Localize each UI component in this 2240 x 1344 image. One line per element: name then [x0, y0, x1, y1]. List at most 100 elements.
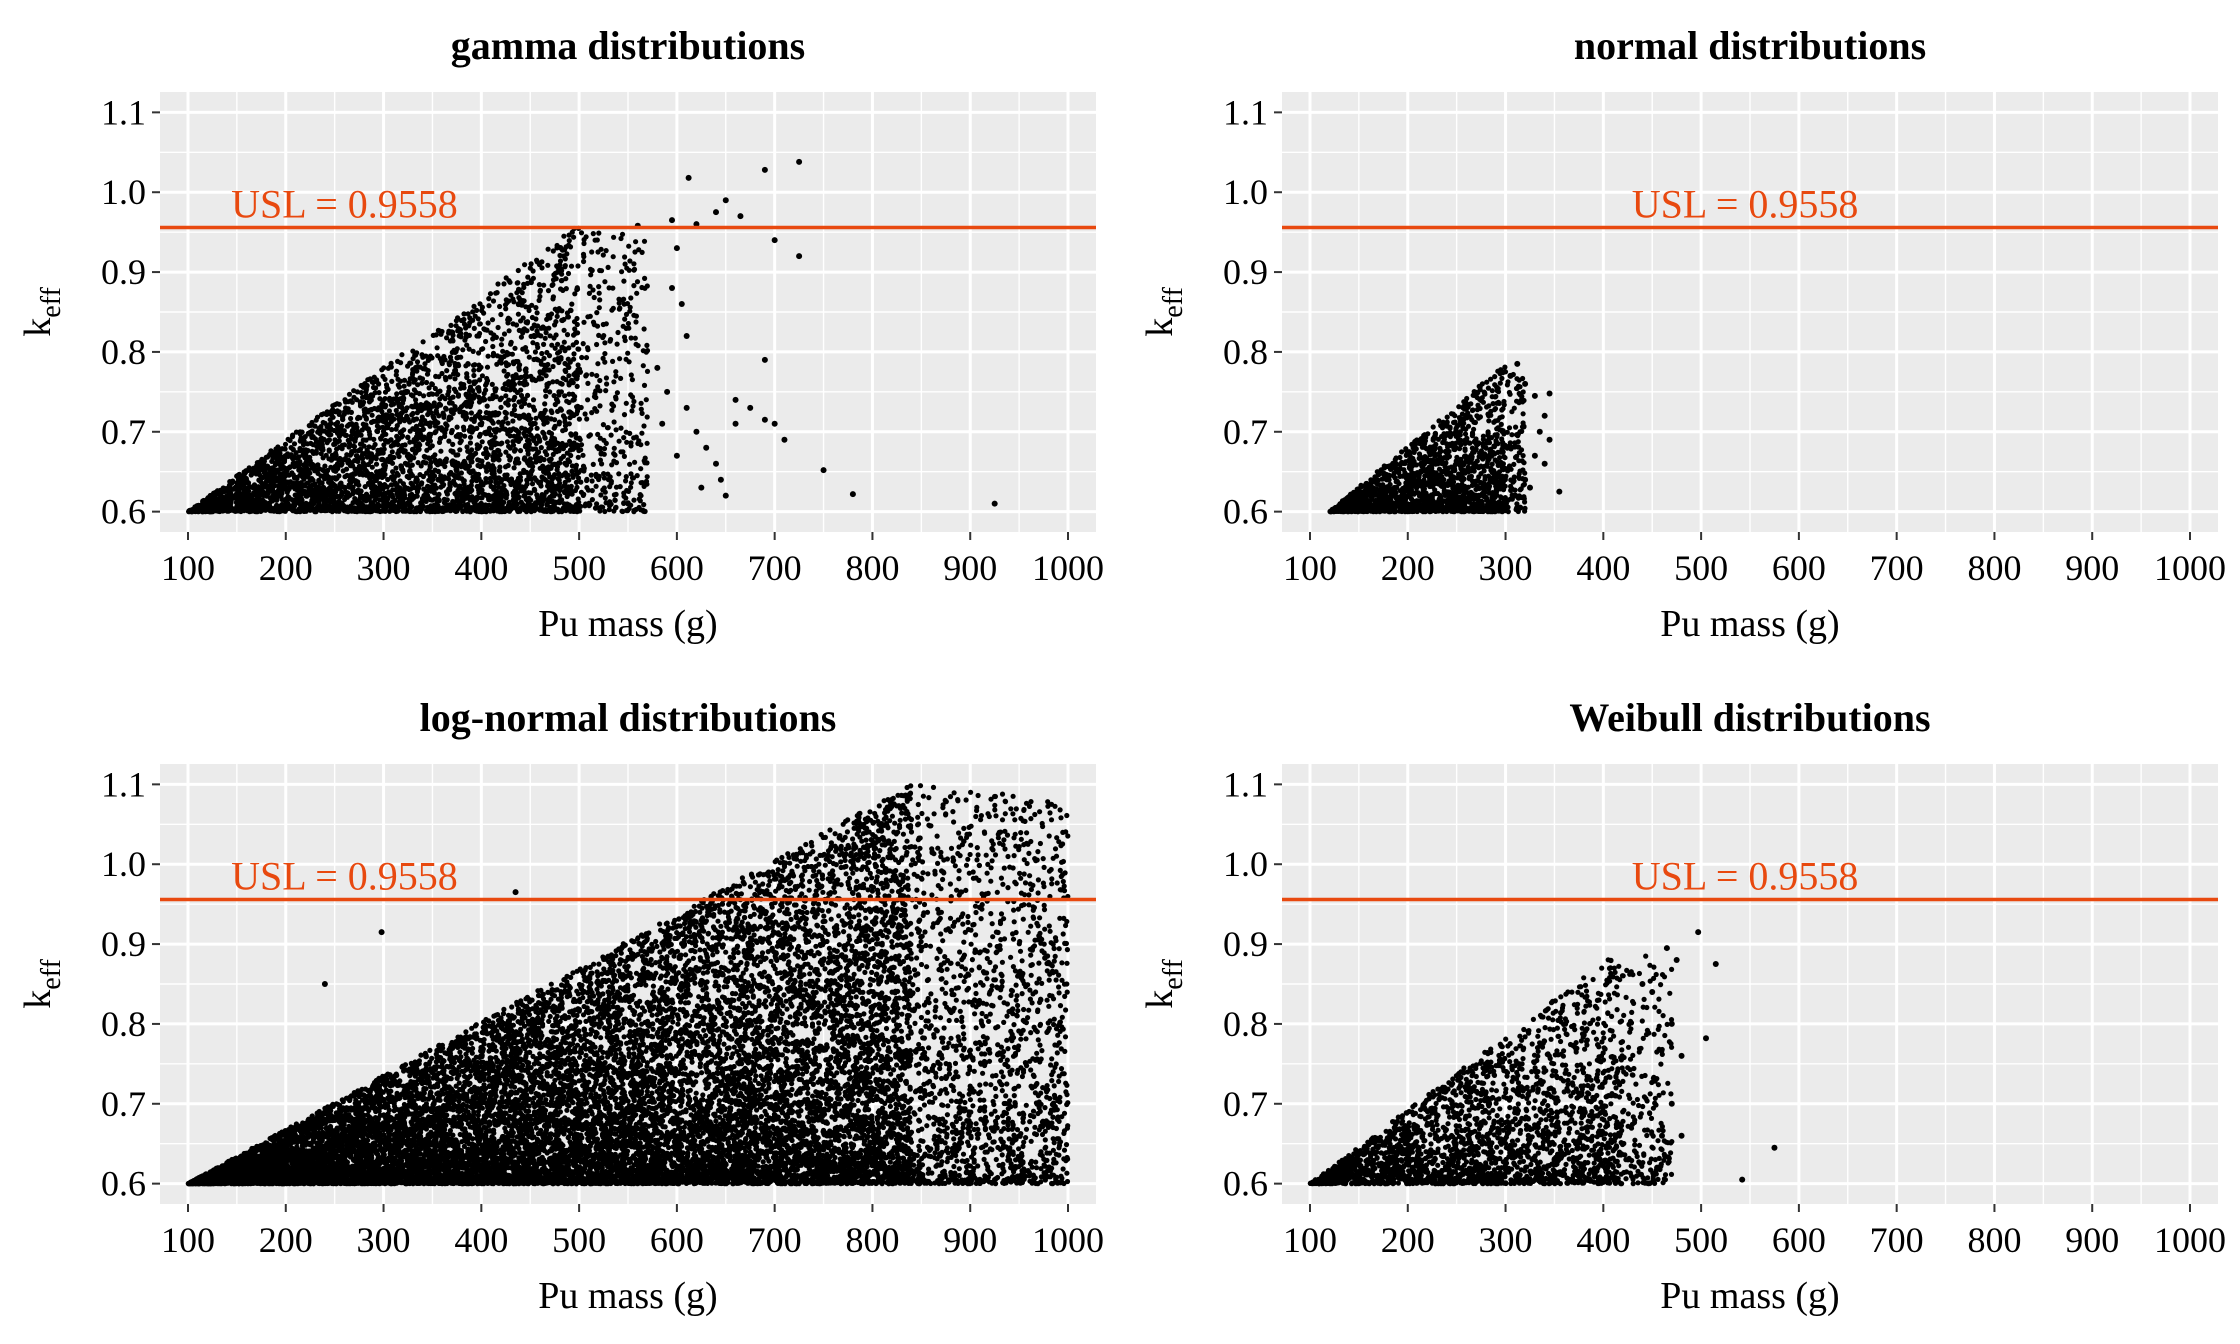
- scatter-point: [487, 417, 493, 423]
- scatter-point: [530, 464, 536, 470]
- scatter-point: [422, 361, 428, 367]
- scatter-point: [601, 471, 607, 477]
- scatter-point: [597, 403, 603, 409]
- scatter-point: [543, 388, 549, 394]
- scatter-point: [575, 444, 581, 450]
- scatter-point: [621, 453, 628, 459]
- scatter-point: [596, 284, 602, 290]
- scatter-point: [501, 281, 507, 287]
- scatter-point: [335, 503, 341, 509]
- scatter-point: [408, 453, 414, 459]
- scatter-point: [589, 488, 595, 494]
- scatter-point: [631, 497, 637, 503]
- scatter-point: [380, 496, 386, 502]
- scatter-point: [446, 486, 452, 492]
- scatter-point: [399, 434, 405, 440]
- scatter-point: [464, 342, 470, 348]
- scatter-point: [530, 397, 537, 403]
- scatter-point: [353, 453, 359, 459]
- scatter-point: [568, 442, 574, 448]
- scatter-point: [218, 495, 225, 502]
- scatter-point: [479, 304, 485, 310]
- scatter-point: [603, 375, 610, 381]
- scatter-point: [622, 316, 628, 322]
- scatter-point: [587, 432, 594, 438]
- scatter-point: [664, 388, 671, 395]
- scatter-point: [722, 197, 729, 204]
- scatter-point: [693, 428, 700, 435]
- scatter-point: [529, 325, 535, 331]
- scatter-point: [320, 455, 326, 461]
- scatter-point: [313, 417, 319, 423]
- scatter-point: [483, 382, 489, 388]
- x-tick-label: 400: [454, 548, 508, 588]
- scatter-point: [568, 432, 575, 438]
- scatter-point: [636, 496, 642, 502]
- scatter-point: [530, 507, 536, 513]
- scatter-point: [484, 468, 490, 474]
- scatter-point: [261, 462, 267, 468]
- scatter-point: [349, 427, 356, 434]
- scatter-point: [612, 452, 618, 458]
- scatter-point: [514, 456, 520, 462]
- scatter-point: [582, 411, 588, 417]
- scatter-point: [386, 438, 392, 444]
- scatter-point: [484, 403, 490, 409]
- scatter-point: [369, 412, 375, 418]
- scatter-point: [399, 428, 405, 434]
- scatter-point: [515, 494, 522, 500]
- scatter-point: [510, 418, 516, 424]
- scatter-point: [631, 312, 637, 318]
- scatter-point: [542, 407, 548, 413]
- scatter-point: [578, 479, 584, 485]
- scatter-point: [412, 367, 418, 373]
- scatter-point: [467, 434, 474, 440]
- scatter-point: [611, 419, 617, 425]
- scatter-point: [406, 486, 412, 493]
- scatter-point: [431, 502, 437, 508]
- scatter-point: [318, 508, 324, 514]
- scatter-point: [307, 470, 313, 476]
- scatter-point: [604, 425, 611, 431]
- scatter-point: [506, 443, 512, 449]
- scatter-point: [495, 281, 501, 287]
- scatter-point: [461, 316, 467, 323]
- scatter-point: [497, 303, 503, 310]
- scatter-point: [562, 415, 568, 421]
- scatter-point: [596, 446, 602, 452]
- scatter-point: [478, 415, 484, 422]
- scatter-point: [504, 472, 510, 478]
- scatter-point: [476, 367, 482, 373]
- scatter-point: [685, 174, 692, 181]
- scatter-point: [654, 364, 661, 371]
- scatter-point: [396, 401, 402, 407]
- scatter-point: [315, 470, 321, 476]
- scatter-point: [461, 382, 467, 388]
- scatter-point: [532, 349, 539, 355]
- scatter-point: [455, 463, 461, 469]
- scatter-point: [796, 253, 803, 260]
- scatter-point: [544, 383, 550, 390]
- scatter-point: [315, 444, 321, 450]
- scatter-point: [543, 467, 550, 473]
- scatter-point: [328, 484, 334, 490]
- scatter-point: [451, 499, 457, 505]
- scatter-point: [566, 345, 572, 351]
- scatter-point: [526, 490, 532, 496]
- scatter-point: [477, 330, 483, 337]
- scatter-point: [342, 432, 348, 438]
- scatter-point: [586, 290, 593, 296]
- scatter-point: [254, 509, 261, 515]
- scatter-point: [507, 427, 513, 433]
- scatter-point: [511, 465, 517, 471]
- scatter-point: [613, 369, 619, 375]
- scatter-point: [468, 410, 474, 416]
- scatter-point: [351, 388, 357, 394]
- scatter-point: [428, 459, 434, 465]
- scatter-point: [624, 265, 630, 271]
- scatter-point: [703, 444, 710, 451]
- scatter-point: [269, 458, 275, 464]
- scatter-point: [380, 428, 387, 434]
- scatter-point: [545, 288, 552, 294]
- scatter-point: [555, 265, 561, 271]
